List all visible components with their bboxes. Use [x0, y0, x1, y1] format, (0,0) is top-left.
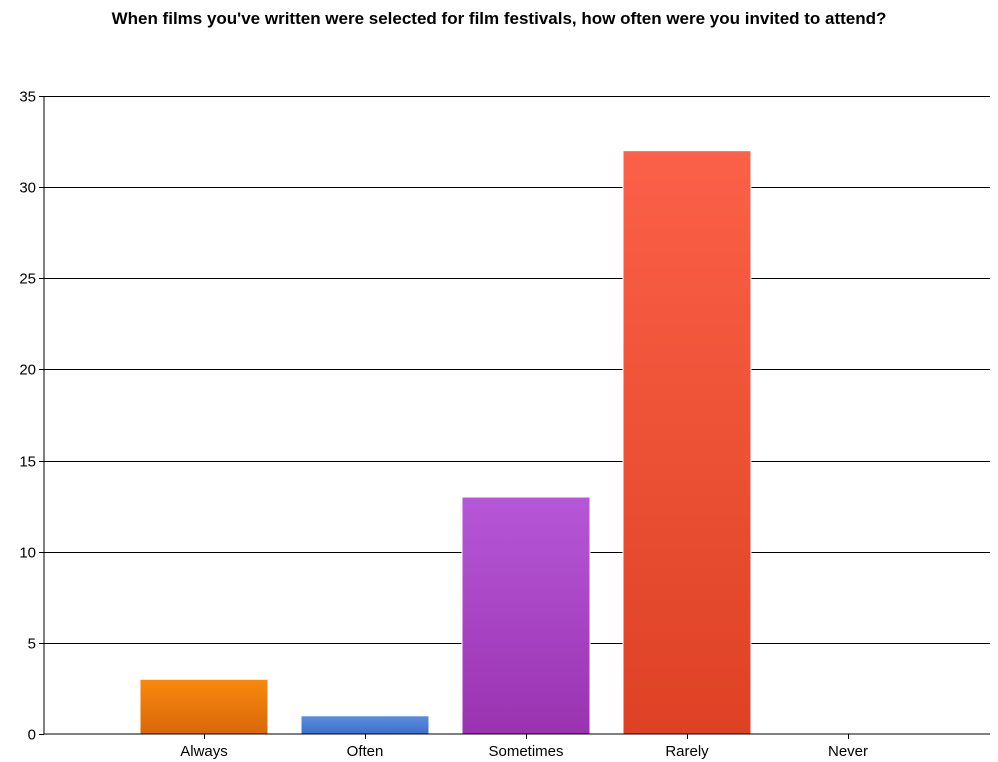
axes: [43, 96, 990, 735]
bar-always: [139, 678, 269, 735]
y-tick-labels: 0 5 10 15 20 25 30 35: [19, 89, 44, 744]
y-tick-label: 5: [28, 636, 36, 653]
y-tick-label: 15: [19, 454, 36, 471]
y-tick-label: 20: [19, 362, 36, 379]
bar-sometimes: [461, 496, 591, 735]
x-tick-label-sometimes: Sometimes: [488, 743, 563, 760]
y-tick-label: 0: [28, 727, 36, 744]
x-tick-label-rarely: Rarely: [665, 743, 709, 760]
x-tick-label-often: Often: [347, 743, 384, 760]
y-tick-label: 35: [19, 89, 36, 106]
y-tick-label: 10: [19, 545, 36, 562]
y-tick-label: 30: [19, 180, 36, 197]
x-tick-label-always: Always: [180, 743, 228, 760]
x-tick-labels: Always Often Sometimes Rarely Never: [180, 734, 868, 760]
bars: [139, 150, 752, 735]
y-tick-label: 25: [19, 271, 36, 288]
bar-often: [300, 715, 430, 735]
chart-title-text: When films you've written were selected …: [111, 9, 887, 28]
bar-rarely: [622, 150, 752, 735]
chart-title: When films you've written were selected …: [0, 9, 998, 29]
x-tick-label-never: Never: [828, 743, 868, 760]
